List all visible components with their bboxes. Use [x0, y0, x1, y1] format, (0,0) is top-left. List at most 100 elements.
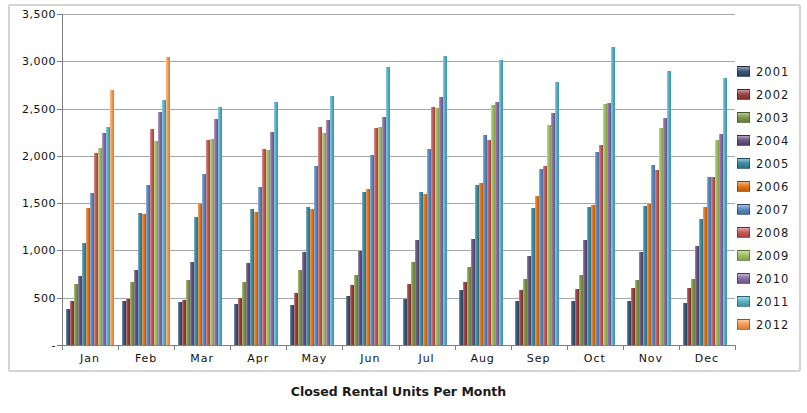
bar-slot: [386, 67, 390, 345]
legend-year-label: 2001: [756, 65, 789, 79]
legend-color-chip: [737, 227, 750, 238]
bar: [667, 71, 671, 345]
legend-item: 2002: [737, 83, 789, 106]
chart-title: Closed Rental Units Per Month: [62, 384, 735, 399]
month-cluster: [679, 14, 735, 345]
x-axis-tick: [286, 346, 287, 350]
bar: [274, 102, 278, 345]
y-tick-label: -: [6, 340, 56, 351]
bar: [499, 60, 503, 345]
legend-color-chip: [737, 66, 750, 77]
month-cluster: [399, 14, 455, 345]
legend-item: 2012: [737, 313, 789, 336]
bar: [166, 57, 170, 345]
month-label: Jun: [342, 352, 398, 365]
bar-slot: [499, 60, 503, 345]
month-label: Mar: [174, 352, 230, 365]
x-axis-tick: [511, 346, 512, 350]
month-label: Feb: [118, 352, 174, 365]
bar-slot: [667, 71, 671, 345]
legend-item: 2004: [737, 129, 789, 152]
legend-year-label: 2004: [756, 134, 789, 148]
y-tick-label: 1,000: [6, 245, 56, 256]
legend-year-label: 2009: [756, 249, 789, 263]
month-label: Jul: [399, 352, 455, 365]
x-axis-tick: [118, 346, 119, 350]
legend-item: 2009: [737, 244, 789, 267]
bar: [611, 47, 615, 345]
legend-color-chip: [737, 112, 750, 123]
y-tick-label: 1,500: [6, 198, 56, 209]
y-tick-label: 500: [6, 293, 56, 304]
bar-slot: [555, 82, 559, 345]
month-cluster: [286, 14, 342, 345]
bar: [555, 82, 559, 345]
legend-year-label: 2007: [756, 203, 789, 217]
legend-color-chip: [737, 204, 750, 215]
month-label: Oct: [567, 352, 623, 365]
legend-item: 2006: [737, 175, 789, 198]
month-cluster: [567, 14, 623, 345]
legend-color-chip: [737, 250, 750, 261]
bar: [386, 67, 390, 345]
x-axis-tick: [174, 346, 175, 350]
legend-year-label: 2011: [756, 295, 789, 309]
month-cluster: [511, 14, 567, 345]
legend-year-label: 2010: [756, 272, 789, 286]
legend-year-label: 2002: [756, 88, 789, 102]
bar: [218, 107, 222, 345]
legend-year-label: 2003: [756, 111, 789, 125]
y-tick-label: 3,000: [6, 56, 56, 67]
month-label: Apr: [230, 352, 286, 365]
legend-item: 2005: [737, 152, 789, 175]
x-axis-tick: [342, 346, 343, 350]
legend: 2001 2002 2003 2004 2005 2006 2007 2008 2009 2010…: [737, 60, 789, 336]
month-cluster: [623, 14, 679, 345]
x-axis-tick: [399, 346, 400, 350]
month-label: Jan: [62, 352, 118, 365]
y-tick-label: 3,500: [6, 9, 56, 20]
bar-slot: [274, 102, 278, 345]
legend-year-label: 2005: [756, 157, 789, 171]
x-axis-tick: [455, 346, 456, 350]
y-tick-label: 2,000: [6, 151, 56, 162]
month-label: Sep: [511, 352, 567, 365]
x-axis-tick: [62, 346, 63, 350]
legend-color-chip: [737, 181, 750, 192]
month-label: Dec: [679, 352, 735, 365]
bar: [443, 56, 447, 345]
month-cluster: [62, 14, 118, 345]
bar-slot: [611, 47, 615, 345]
legend-item: 2011: [737, 290, 789, 313]
legend-color-chip: [737, 89, 750, 100]
legend-item: 2008: [737, 221, 789, 244]
month-cluster: [342, 14, 398, 345]
month-label: May: [286, 352, 342, 365]
month-cluster: [455, 14, 511, 345]
chart: - 500 1,000 1,500 2,000 2,500 3,000 3,500 JanFeb…: [0, 0, 807, 413]
x-axis-tick: [230, 346, 231, 350]
bar-slot: [166, 57, 170, 345]
month-cluster: [174, 14, 230, 345]
legend-year-label: 2006: [756, 180, 789, 194]
legend-year-label: 2008: [756, 226, 789, 240]
bar-slot: [110, 90, 114, 345]
x-axis-tick: [679, 346, 680, 350]
x-axis-tick: [567, 346, 568, 350]
bar: [110, 90, 114, 345]
month-cluster: [230, 14, 286, 345]
legend-item: 2010: [737, 267, 789, 290]
x-axis-tick: [735, 346, 736, 350]
month-label: Aug: [455, 352, 511, 365]
legend-year-label: 2012: [756, 318, 789, 332]
legend-color-chip: [737, 135, 750, 146]
legend-color-chip: [737, 319, 750, 330]
bar-slot: [330, 96, 334, 345]
bar: [330, 96, 334, 345]
y-tick-label: 2,500: [6, 104, 56, 115]
legend-color-chip: [737, 158, 750, 169]
legend-color-chip: [737, 273, 750, 284]
legend-item: 2001: [737, 60, 789, 83]
legend-color-chip: [737, 296, 750, 307]
legend-item: 2003: [737, 106, 789, 129]
